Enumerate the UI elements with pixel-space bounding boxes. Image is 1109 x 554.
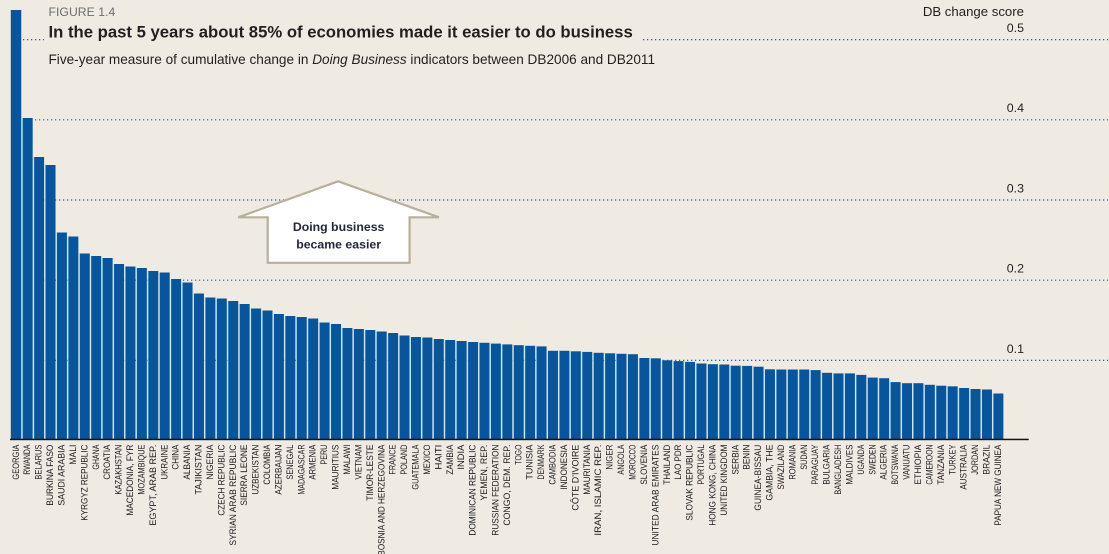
svg-text:became easier: became easier — [296, 238, 381, 252]
svg-text:BOSNIA AND HERZEGOVINA: BOSNIA AND HERZEGOVINA — [376, 444, 386, 554]
svg-text:MEXICO: MEXICO — [422, 444, 432, 474]
svg-text:ZAMBIA: ZAMBIA — [445, 444, 455, 474]
svg-text:INDONESIA: INDONESIA — [559, 444, 569, 489]
svg-text:UGANDA: UGANDA — [856, 444, 866, 474]
svg-text:0.3: 0.3 — [1007, 181, 1024, 195]
svg-text:ETHIOPIA: ETHIOPIA — [913, 444, 923, 484]
svg-text:GUATEMALA: GUATEMALA — [411, 444, 421, 489]
svg-text:CAMBODIA: CAMBODIA — [548, 444, 558, 484]
svg-text:MOROCCO: MOROCCO — [628, 444, 638, 479]
svg-text:INDIA: INDIA — [456, 444, 466, 469]
svg-text:SENEGAL: SENEGAL — [285, 445, 295, 480]
svg-text:TAJIKISTAN: TAJIKISTAN — [194, 445, 204, 495]
svg-text:THAILAND: THAILAND — [662, 445, 672, 485]
svg-text:0.5: 0.5 — [1007, 21, 1024, 35]
svg-text:PORTUGAL: PORTUGAL — [696, 445, 706, 485]
svg-text:SLOVAK REPUBLIC: SLOVAK REPUBLIC — [685, 444, 695, 521]
svg-text:COLOMBIA: COLOMBIA — [262, 444, 272, 484]
svg-text:ALBANIA: ALBANIA — [182, 444, 192, 479]
svg-text:POLAND: POLAND — [399, 445, 409, 475]
svg-text:UNITED ARAB EMIRATES: UNITED ARAB EMIRATES — [650, 444, 660, 545]
svg-text:AUSTRALIA: AUSTRALIA — [959, 444, 969, 489]
svg-text:MALDIVES: MALDIVES — [844, 444, 854, 484]
svg-text:EGYPT, ARAB REP.: EGYPT, ARAB REP. — [148, 445, 158, 526]
svg-text:SYRIAN ARAB REPUBLIC: SYRIAN ARAB REPUBLIC — [228, 444, 238, 546]
svg-text:TURKEY: TURKEY — [947, 444, 957, 474]
svg-text:CHINA: CHINA — [171, 444, 181, 469]
svg-text:BURKINA FASO: BURKINA FASO — [45, 444, 55, 505]
svg-text:LAO PDR: LAO PDR — [673, 445, 683, 480]
svg-text:BANGLADESH: BANGLADESH — [833, 445, 843, 495]
svg-text:KYRGYZ REPUBLIC: KYRGYZ REPUBLIC — [79, 444, 89, 521]
svg-text:SLOVENIA: SLOVENIA — [639, 444, 649, 484]
svg-text:FIGURE 1.4: FIGURE 1.4 — [49, 5, 116, 19]
svg-text:MADAGASCAR: MADAGASCAR — [296, 445, 306, 495]
svg-text:Five-year measure of cumulativ: Five-year measure of cumulative change i… — [49, 52, 656, 67]
svg-text:TUNISIA: TUNISIA — [525, 444, 535, 479]
svg-text:BENIN: BENIN — [742, 445, 752, 470]
svg-text:PARAGUAY: PARAGUAY — [810, 445, 820, 485]
svg-text:DOMINICAN REPUBLIC: DOMINICAN REPUBLIC — [468, 444, 478, 536]
svg-text:BULGARIA: BULGARIA — [822, 444, 832, 484]
svg-text:SAUDI ARABIA: SAUDI ARABIA — [57, 444, 67, 505]
svg-text:MALI: MALI — [68, 445, 78, 465]
svg-text:RUSSIAN FEDERATION: RUSSIAN FEDERATION — [490, 445, 500, 536]
svg-text:RWANDA: RWANDA — [22, 445, 32, 475]
svg-text:ANGOLA: ANGOLA — [616, 444, 626, 474]
svg-text:NIGERIA: NIGERIA — [205, 444, 215, 479]
svg-text:SWEDEN: SWEDEN — [867, 445, 877, 475]
svg-text:PERU: PERU — [319, 445, 329, 465]
svg-text:GHANA: GHANA — [91, 445, 101, 470]
svg-text:TOGO: TOGO — [513, 444, 523, 464]
svg-text:MOZAMBIQUE: MOZAMBIQUE — [136, 444, 146, 494]
svg-text:GAMBIA, THE: GAMBIA, THE — [765, 444, 775, 500]
svg-text:UZBEKISTAN: UZBEKISTAN — [251, 445, 261, 495]
svg-text:CAMEROON: CAMEROON — [924, 445, 934, 485]
svg-text:BELARUS: BELARUS — [34, 444, 44, 479]
svg-text:In the past 5 years about 85%: In the past 5 years about 85% of economi… — [49, 22, 633, 41]
svg-text:DB change score: DB change score — [923, 4, 1024, 19]
svg-text:ALGERIA: ALGERIA — [879, 444, 889, 479]
svg-text:VIETNAM: VIETNAM — [353, 445, 363, 480]
svg-text:MALAWI: MALAWI — [342, 445, 352, 475]
svg-text:0.4: 0.4 — [1007, 101, 1024, 115]
svg-text:0.2: 0.2 — [1007, 262, 1024, 276]
svg-text:Doing business: Doing business — [293, 220, 385, 234]
svg-text:ROMANIA: ROMANIA — [787, 444, 797, 479]
svg-text:VANUATU: VANUATU — [902, 445, 912, 480]
svg-text:TIMOR-LESTE: TIMOR-LESTE — [365, 444, 375, 500]
svg-text:SERBIA: SERBIA — [730, 444, 740, 474]
svg-text:TANZANIA: TANZANIA — [936, 444, 946, 484]
svg-text:PAPUA NEW GUINEA: PAPUA NEW GUINEA — [993, 444, 1003, 525]
svg-text:UNITED KINGDOM: UNITED KINGDOM — [719, 445, 729, 516]
svg-text:HAITI: HAITI — [433, 445, 443, 470]
svg-text:BRAZIL: BRAZIL — [982, 445, 992, 475]
svg-text:MAURITIUS: MAURITIUS — [331, 444, 341, 489]
svg-text:SUDAN: SUDAN — [799, 445, 809, 470]
svg-text:GUINEA-BISSAU: GUINEA-BISSAU — [753, 445, 763, 511]
svg-text:IRAN, ISLAMIC REP.: IRAN, ISLAMIC REP. — [593, 445, 603, 536]
svg-text:SIERRA LEONE: SIERRA LEONE — [239, 444, 249, 505]
svg-text:CÔTE D'IVOIRE: CÔTE D'IVOIRE — [570, 444, 580, 510]
svg-text:FRANCE: FRANCE — [388, 444, 398, 474]
svg-text:HONG KONG, CHINA: HONG KONG, CHINA — [707, 444, 717, 525]
svg-text:KAZAKHSTAN: KAZAKHSTAN — [114, 445, 124, 495]
svg-text:CONGO, DEM. REP.: CONGO, DEM. REP. — [502, 445, 512, 526]
svg-text:ARMENIA: ARMENIA — [308, 444, 318, 479]
svg-text:NIGER: NIGER — [605, 445, 615, 470]
svg-text:AZERBAIJAN: AZERBAIJAN — [273, 445, 283, 495]
svg-text:MAURITANIA: MAURITANIA — [582, 444, 592, 494]
svg-text:DENMARK: DENMARK — [536, 445, 546, 480]
svg-text:YEMEN, REP.: YEMEN, REP. — [479, 445, 489, 501]
svg-text:MACEDONIA, FYR: MACEDONIA, FYR — [125, 445, 135, 516]
svg-text:BOTSWANA: BOTSWANA — [890, 444, 900, 484]
svg-text:GEORGIA: GEORGIA — [11, 444, 21, 479]
svg-text:CZECH REPUBLIC: CZECH REPUBLIC — [216, 444, 226, 516]
svg-text:CROATIA: CROATIA — [102, 444, 112, 479]
svg-text:JORDAN: JORDAN — [970, 445, 980, 475]
svg-text:0.1: 0.1 — [1007, 342, 1024, 356]
svg-text:UKRAINE: UKRAINE — [159, 444, 169, 479]
svg-text:SWAZILAND: SWAZILAND — [776, 445, 786, 490]
